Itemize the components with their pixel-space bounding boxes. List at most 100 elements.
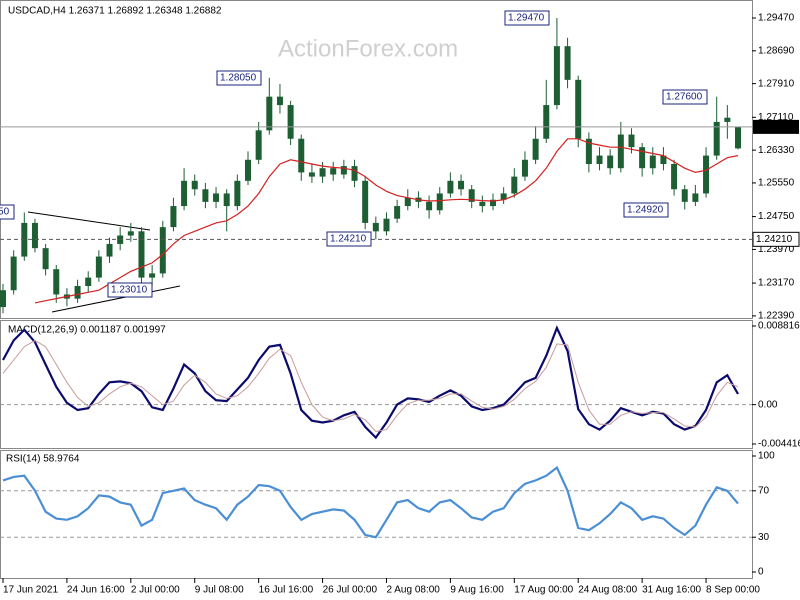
candle-body [426,201,433,211]
y-tick-label: 1.26330 [758,145,795,156]
x-tick-label: 2 Jul 00:00 [131,585,180,596]
x-tick-label: 24 Jun 16:00 [67,585,125,596]
candle-body [106,243,113,257]
annotation-box [504,10,550,26]
annotation-box [0,204,15,220]
candle-body [170,206,177,228]
y-tick-label: 100 [758,451,775,462]
candle-body [543,105,550,139]
candle-body [724,117,731,122]
y-tick-label: 0.00 [758,399,778,410]
candle-body [31,222,38,249]
candle-body [138,231,145,278]
candle-body [149,273,156,278]
series-line [2,465,739,539]
candle-body [649,155,656,169]
candle-body [703,155,710,194]
x-tick-label: 16 Jul 16:00 [259,585,314,596]
candle-body [95,256,102,278]
candle-body [607,155,614,169]
rsi-panel [0,450,753,579]
x-tick-label: 8 Sep 00:00 [706,585,760,596]
candle-body [85,277,92,287]
candle-body [564,46,571,80]
candle-body [617,134,624,169]
trend-line [27,211,151,231]
watermark: ActionForex.com [278,35,458,62]
candle-body [362,180,369,223]
y-tick-label: 1.23170 [758,278,795,289]
y-tick-label: 1.27110 [758,112,794,123]
candle-body [628,134,635,148]
y-tick-label: 30 [758,532,770,543]
price-label-box [753,119,799,134]
x-tick-label: 17 Aug 00:00 [514,585,573,596]
candle-body [458,180,465,190]
candle-body [319,168,326,177]
annotation-box [662,89,708,105]
rsi-title: RSI(14) 58.9764 [6,454,80,465]
annotation: 1.23010 [111,285,148,296]
chart-title: USDCAD,H4 1.26371 1.26892 1.26348 1.2688… [8,6,222,17]
candle-body [692,193,699,202]
candle-body [159,227,166,274]
x-tick-label: 9 Jul 08:00 [195,585,244,596]
candle-body [681,189,688,202]
candle-body [585,138,592,164]
candle-body [276,96,283,106]
candle-body [266,96,273,131]
x-tick-label: 24 Aug 08:00 [578,585,637,596]
candle-body [191,180,198,190]
candle-body [468,189,475,202]
y-tick-label: -0.004416 [758,439,800,450]
y-tick-label: 0 [758,567,764,578]
support-label: 1.24210 [756,234,793,245]
candle-body [639,147,646,169]
candle-body [521,159,528,177]
annotation-box [623,202,669,218]
candle-body [213,193,220,202]
candle-body [42,248,49,270]
annotation: 1.29470 [508,13,545,24]
candle-body [596,155,603,164]
candle-body [447,180,454,194]
candle-body [479,201,486,207]
candle-body [575,79,582,139]
y-tick-label: 1.25550 [758,178,795,189]
candle-body [298,138,305,173]
candle-body [202,189,209,202]
candle-body [53,269,60,295]
candle-body [404,197,411,207]
candle-body [553,46,560,106]
candle-body [74,286,81,299]
candle-body [532,138,539,160]
price-label: 1.26882 [756,122,793,133]
series-line [2,325,739,440]
candle-body [660,155,667,164]
y-tick-label: 1.22390 [758,311,795,322]
annotation: 1.28050 [220,73,257,84]
candle-body [308,172,315,177]
support-label-box [752,231,800,247]
y-tick-label: 1.27910 [758,78,795,89]
y-tick-label: 1.24750 [758,211,795,222]
y-tick-label: 1.29470 [758,13,795,24]
candle-body [436,193,443,211]
candle-body [500,193,507,200]
candle-body [234,180,241,207]
x-tick-label: 31 Aug 16:00 [642,585,701,596]
x-tick-label: 17 Jun 2021 [3,585,58,596]
annotation-box [326,231,372,247]
annotation: 1.24850 [0,207,10,218]
y-tick-label: 0.008816 [758,321,800,332]
candle-body [490,199,496,207]
x-tick-label: 26 Jul 00:00 [323,585,378,596]
annotation-box [107,282,153,298]
annotation: 1.24920 [627,205,664,216]
annotation-box [216,70,262,86]
candle-body [245,159,251,181]
candle-body [181,180,188,207]
x-tick-label: 9 Aug 16:00 [450,585,504,596]
candle-body [255,130,262,160]
series-line [2,339,739,432]
